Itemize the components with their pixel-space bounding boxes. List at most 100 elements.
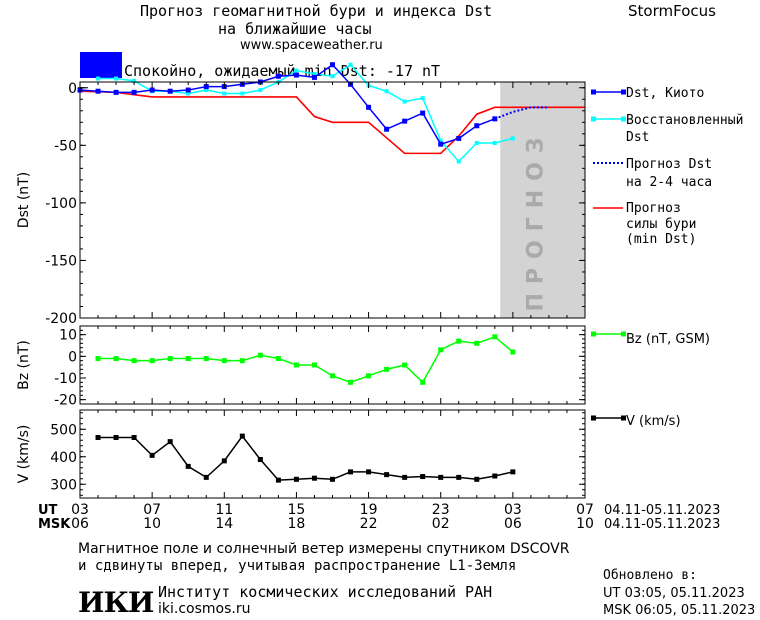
ut-tick-label: 15 — [288, 502, 306, 518]
y-tick-label: 300 — [50, 477, 77, 493]
v-point — [366, 469, 372, 475]
brand-label: StormFocus — [628, 2, 716, 20]
dst-kyoto-point — [203, 84, 209, 90]
dst-reconstructed-point — [492, 141, 497, 146]
legend-storm-forecast-2: силы бури — [626, 217, 696, 232]
legend-marker — [591, 89, 596, 95]
dst-forecast-line — [494, 106, 549, 120]
dst-kyoto-point — [293, 72, 299, 78]
bz-point — [366, 373, 372, 379]
iki-logo[interactable]: ИКИ — [78, 586, 154, 619]
v-point — [402, 474, 408, 480]
ut-tick-label: 07 — [143, 502, 161, 518]
ut-tick-label: 03 — [504, 502, 522, 518]
dst-kyoto-point — [149, 87, 155, 93]
dst-reconstructed-line — [98, 63, 514, 163]
dst-kyoto-point — [95, 88, 101, 94]
bz-point — [492, 334, 498, 340]
dst-kyoto-point — [131, 89, 137, 95]
dst-reconstructed-point — [330, 74, 335, 79]
y-tick-label: -20 — [54, 393, 77, 409]
legend-bz: Bz (nT, GSM) — [626, 332, 710, 347]
dst-reconstructed-point — [258, 88, 263, 93]
y-tick-label: -50 — [54, 138, 77, 154]
institute-website-link[interactable]: iki.cosmos.ru — [158, 601, 251, 617]
dst-reconstructed-point — [474, 141, 479, 146]
dst-reconstructed-point — [96, 76, 101, 81]
ut-label: UT — [38, 503, 58, 518]
dst-kyoto-point — [402, 118, 408, 124]
dst-reconstructed-point — [384, 89, 389, 94]
dst-kyoto-point — [420, 110, 426, 116]
msk-tick-label: 06 — [504, 516, 522, 532]
dst-kyoto-point — [366, 104, 372, 110]
bz-line — [98, 335, 514, 384]
bz-point — [257, 352, 263, 358]
dst-kyoto-point — [438, 141, 444, 147]
forecast-band — [500, 82, 585, 318]
bz-point — [185, 356, 191, 361]
y-tick-label: -10 — [54, 371, 77, 387]
legend-dst-reconstructed-2: Dst — [626, 130, 649, 145]
v-point — [113, 435, 119, 440]
dst-reconstructed-point — [456, 159, 461, 164]
dst-reconstructed-point — [294, 68, 299, 73]
bz-point — [384, 366, 390, 372]
msk-tick-label: 06 — [71, 516, 89, 532]
v-point — [384, 472, 390, 478]
dst-reconstructed-point — [240, 91, 245, 96]
storm-forecast-line — [79, 90, 585, 155]
msk-tick-label: 10 — [143, 516, 161, 532]
bz-point — [293, 362, 299, 368]
y-tick-label: 0 — [68, 81, 77, 97]
chart-title-line2: на ближайшие часы — [218, 20, 372, 38]
dst-kyoto-point — [456, 135, 462, 141]
v-point — [293, 476, 299, 482]
ut-tick-label: 07 — [576, 502, 594, 518]
v-point — [257, 457, 263, 462]
ut-tick-label: 11 — [215, 502, 233, 518]
bz-point — [510, 349, 516, 355]
dst-reconstructed-point — [114, 76, 119, 81]
dst-reconstructed-point — [510, 136, 515, 141]
msk-tick-label: 02 — [432, 516, 450, 532]
dst-kyoto-point — [167, 88, 173, 94]
msk-tick-label: 10 — [576, 516, 594, 532]
dst-kyoto-point — [311, 74, 317, 80]
bz-point — [221, 358, 227, 364]
dst-kyoto-point — [275, 73, 281, 79]
v-point — [149, 452, 155, 458]
y-tick-label: -100 — [45, 196, 77, 212]
v-point — [185, 463, 191, 469]
bz-point — [456, 338, 462, 344]
legend-marker — [591, 415, 596, 421]
footnote-line1: Магнитное поле и солнечный ветер измерен… — [78, 541, 570, 557]
bz-point — [438, 347, 444, 353]
legend-marker — [621, 331, 626, 337]
legend-dst-kyoto: Dst, Киото — [626, 86, 704, 101]
dst-kyoto-point — [384, 126, 390, 132]
dst-kyoto-line — [79, 63, 496, 146]
dst-reconstructed-point — [186, 91, 191, 96]
bz-point — [474, 340, 480, 346]
msk-date-range: 04.11-05.11.2023 — [604, 517, 720, 532]
v-point — [311, 475, 317, 481]
website-link[interactable]: www.spaceweather.ru — [240, 38, 383, 53]
legend-marker — [621, 116, 626, 122]
legend-v: V (km/s) — [626, 414, 681, 429]
y-axis-label: Dst (nT) — [16, 172, 32, 228]
bz-point — [131, 358, 137, 364]
bz-point — [275, 356, 281, 361]
y-tick-label: -150 — [45, 253, 77, 269]
bz-point — [113, 356, 119, 361]
updated-label: Обновлено в: — [603, 568, 697, 583]
dst-reconstructed-point — [420, 96, 425, 101]
v-point — [167, 439, 173, 445]
v-point — [275, 477, 281, 483]
bz-point — [402, 362, 408, 368]
legend-dst-forecast-2: на 2-4 часа — [626, 175, 712, 190]
ut-tick-label: 23 — [432, 502, 450, 518]
v-point — [348, 469, 354, 475]
bz-point — [95, 356, 101, 361]
dst-kyoto-point — [113, 89, 119, 95]
